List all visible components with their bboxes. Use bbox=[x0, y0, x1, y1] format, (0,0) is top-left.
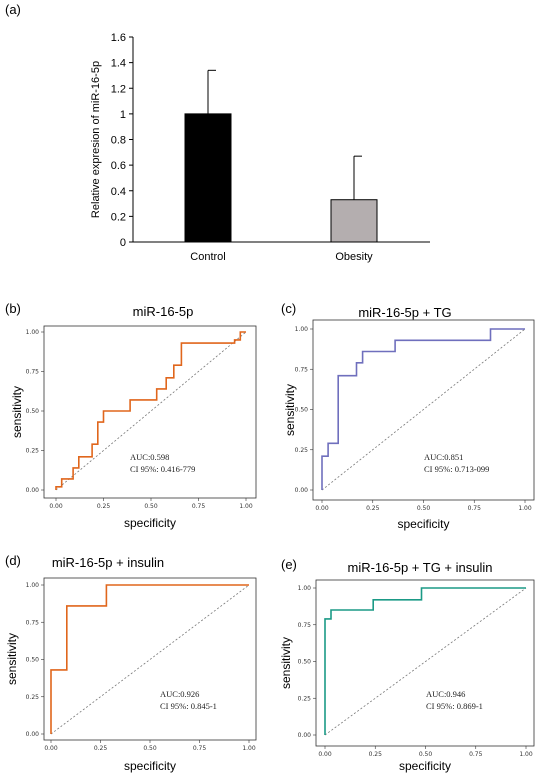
y-tick-label: 0.50 bbox=[295, 407, 309, 414]
y-tick-label: 1.00 bbox=[298, 585, 312, 592]
y-tick-label: 1.6 bbox=[111, 32, 126, 44]
auc-annotation: AUC:0.946 bbox=[426, 689, 465, 699]
y-tick-label: 0.25 bbox=[298, 695, 312, 702]
reference-diagonal bbox=[321, 328, 526, 491]
chart-title: miR-16-5p + TG + insulin bbox=[348, 560, 493, 575]
reference-diagonal bbox=[50, 584, 250, 735]
y-tick-label: 0.75 bbox=[26, 619, 40, 626]
y-axis-title: sensitivity bbox=[283, 384, 297, 436]
y-tick-label: 0.00 bbox=[295, 487, 309, 494]
x-tick-label: 0.75 bbox=[193, 745, 207, 752]
x-tick-label: 0.75 bbox=[469, 751, 483, 758]
y-tick-label: 1.4 bbox=[111, 58, 126, 70]
y-tick-label: 0.50 bbox=[26, 408, 40, 415]
x-tick-label: 0.50 bbox=[143, 745, 157, 752]
auc-annotation: AUC:0.926 bbox=[160, 689, 199, 699]
x-axis-title: specificity bbox=[124, 759, 176, 773]
auc-annotation: AUC:0.598 bbox=[130, 452, 169, 462]
auc-annotation: AUC:0.851 bbox=[424, 452, 463, 462]
roc-chart-mir16-tg-insulin: 0.00 0.00 0.25 0.25 0.50 0.50 0.75 0.75 1.00 1.00… bbox=[279, 560, 535, 773]
ci-annotation: CI 95%: 0.845-1 bbox=[160, 701, 217, 711]
bar-control bbox=[184, 113, 232, 243]
x-tick-label: 0.25 bbox=[97, 503, 111, 510]
chart-title: miR-16-5p + TG bbox=[358, 305, 451, 320]
y-tick-label: 0.00 bbox=[26, 731, 40, 738]
y-tick-label: 0.25 bbox=[26, 448, 40, 455]
x-axis-title: specificity bbox=[399, 759, 451, 773]
x-tick-label: 0.50 bbox=[144, 503, 158, 510]
x-tick-label: 0.75 bbox=[192, 503, 206, 510]
x-tick-label: 0.50 bbox=[419, 751, 433, 758]
reference-diagonal bbox=[324, 587, 527, 736]
ci-annotation: CI 95%: 0.869-1 bbox=[426, 701, 483, 711]
y-tick-label: 0.50 bbox=[298, 659, 312, 666]
y-tick-label: 1.00 bbox=[26, 582, 40, 589]
ci-annotation: CI 95%: 0.416-779 bbox=[130, 464, 195, 474]
panel-label-b: (b) bbox=[5, 301, 21, 316]
x-category-label: Obesity bbox=[335, 251, 373, 263]
y-tick-label: 0.00 bbox=[26, 487, 40, 494]
x-axis-title: specificity bbox=[397, 517, 449, 531]
x-tick-label: 1.00 bbox=[239, 503, 253, 510]
reference-diagonal bbox=[55, 331, 247, 491]
y-tick-label: 0 bbox=[120, 237, 126, 249]
chart-title: miR-16-5p bbox=[133, 304, 194, 319]
panel-label-c: (c) bbox=[281, 301, 297, 316]
roc-chart-mir16-insulin: 0.00 0.00 0.25 0.25 0.50 0.50 0.75 0.75 1.00 1.00… bbox=[5, 555, 257, 773]
roc-curve bbox=[55, 331, 246, 490]
x-tick-label: 0.00 bbox=[315, 505, 329, 512]
y-axis-title: sensitivity bbox=[279, 637, 293, 689]
y-tick-label: 0.00 bbox=[298, 732, 312, 739]
roc-curve bbox=[321, 328, 525, 490]
x-tick-label: 0.50 bbox=[417, 505, 431, 512]
panel-label-d: (d) bbox=[5, 553, 21, 568]
y-tick-label: 0.2 bbox=[111, 211, 126, 223]
plot-frame bbox=[315, 579, 535, 747]
y-tick-label: 0.25 bbox=[295, 447, 309, 454]
x-category-label: Control bbox=[190, 251, 225, 263]
x-tick-label: 1.00 bbox=[518, 505, 532, 512]
y-axis-title: Relative expresion of miR-16-5p bbox=[90, 61, 102, 218]
y-tick-label: 1.2 bbox=[111, 83, 126, 95]
y-tick-label: 0.50 bbox=[26, 657, 40, 664]
y-tick-label: 0.75 bbox=[26, 369, 40, 376]
roc-curve bbox=[324, 587, 526, 735]
panel-label-a: (a) bbox=[5, 2, 21, 17]
panel-label-e: (e) bbox=[281, 557, 297, 572]
y-axis-title: sensitivity bbox=[10, 386, 24, 438]
x-tick-label: 0.00 bbox=[318, 751, 332, 758]
roc-chart-mir16: 0.00 0.00 0.25 0.25 0.50 0.50 0.75 0.75 1.00 1.00… bbox=[10, 304, 257, 530]
bar-chart-mir16: 0 0.2 0.4 0.6 0.8 1 1.2 1.4 1.6 Control Obesity Rel… bbox=[90, 32, 430, 263]
x-tick-label: 0.25 bbox=[369, 751, 383, 758]
x-axis-title: specificity bbox=[124, 516, 176, 530]
y-tick-label: 0.6 bbox=[111, 160, 126, 172]
y-axis-title: sensitivity bbox=[5, 633, 19, 685]
x-tick-label: 1.00 bbox=[242, 745, 256, 752]
x-tick-label: 0.00 bbox=[44, 745, 58, 752]
y-tick-label: 1.00 bbox=[26, 329, 40, 336]
y-tick-label: 0.8 bbox=[111, 135, 126, 147]
y-tick-label: 1 bbox=[120, 109, 126, 121]
plot-frame bbox=[43, 325, 257, 499]
x-tick-label: 0.25 bbox=[366, 505, 380, 512]
y-tick-label: 1.00 bbox=[295, 326, 309, 333]
y-tick-label: 0.4 bbox=[111, 186, 126, 198]
x-tick-label: 0.25 bbox=[94, 745, 108, 752]
roc-chart-mir16-tg: 0.00 0.00 0.25 0.25 0.50 0.50 0.75 0.75 1.00 1.00… bbox=[283, 305, 535, 531]
y-tick-label: 0.75 bbox=[298, 622, 312, 629]
chart-title: miR-16-5p + insulin bbox=[52, 555, 164, 570]
x-tick-label: 0.00 bbox=[49, 503, 63, 510]
y-tick-label: 0.75 bbox=[295, 366, 309, 373]
roc-curve bbox=[50, 584, 249, 734]
x-tick-label: 1.00 bbox=[519, 751, 533, 758]
bar-obesity bbox=[330, 199, 378, 243]
x-tick-label: 0.75 bbox=[468, 505, 482, 512]
ci-annotation: CI 95%: 0.713-099 bbox=[424, 464, 489, 474]
y-tick-label: 0.25 bbox=[26, 694, 40, 701]
